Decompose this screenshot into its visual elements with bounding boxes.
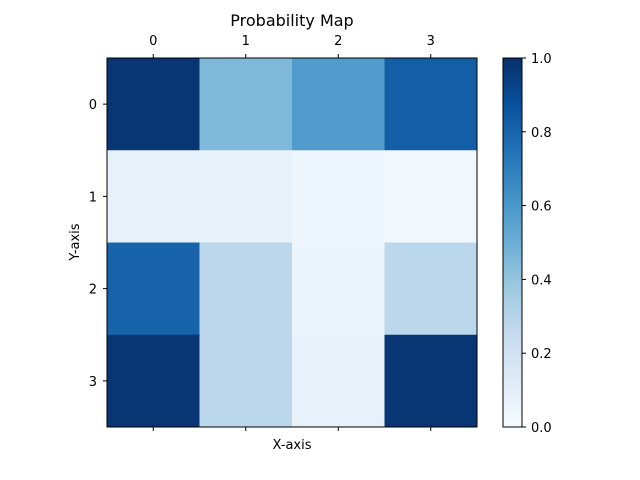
y-tick-label-3: 3 bbox=[89, 375, 97, 390]
colorbar-tick-label-3: 0.6 bbox=[531, 200, 552, 215]
x-tick-label-3: 3 bbox=[427, 34, 435, 49]
heatmap-cell-r3-c2 bbox=[292, 334, 385, 428]
colorbar-tick-label-5: 1.0 bbox=[531, 52, 552, 67]
colorbar-tick-label-1: 0.2 bbox=[531, 347, 552, 362]
chart-title: Probability Map bbox=[230, 11, 353, 30]
heatmap-cell-r0-c2 bbox=[292, 58, 385, 151]
x-tick-label-1: 1 bbox=[242, 34, 250, 49]
y-tick-label-1: 1 bbox=[89, 190, 97, 205]
colorbar-tick-label-4: 0.8 bbox=[531, 126, 552, 141]
heatmap-cell-r3-c0 bbox=[107, 334, 200, 428]
heatmap-cell-r2-c3 bbox=[384, 242, 478, 336]
heatmap-cell-r0-c0 bbox=[107, 58, 200, 151]
y-axis-label: Y-axis bbox=[68, 223, 83, 261]
y-tick-label-0: 0 bbox=[89, 98, 97, 113]
heatmap-cell-r3-c1 bbox=[199, 334, 293, 428]
x-tick-label-2: 2 bbox=[334, 34, 342, 49]
heatmap-cell-r2-c0 bbox=[107, 242, 200, 336]
heatmap-cell-r0-c3 bbox=[384, 58, 478, 151]
x-axis-label: X-axis bbox=[273, 438, 312, 453]
heatmap-cell-r2-c1 bbox=[199, 242, 293, 336]
colorbar-ticks: 0.0 0.2 0.4 0.6 0.8 1.0 bbox=[522, 52, 552, 436]
y-tick-label-2: 2 bbox=[89, 283, 97, 298]
heatmap-cell-r3-c3 bbox=[384, 334, 478, 428]
heatmap-cell-r1-c3 bbox=[384, 150, 478, 243]
heatmap-cell-r1-c1 bbox=[199, 150, 293, 243]
heatmap-cells bbox=[107, 58, 478, 428]
colorbar-tick-label-0: 0.0 bbox=[531, 421, 552, 436]
heatmap-cell-r1-c2 bbox=[292, 150, 385, 243]
colorbar bbox=[502, 57, 523, 428]
colorbar-tick-label-2: 0.4 bbox=[531, 273, 552, 288]
x-tick-label-0: 0 bbox=[149, 34, 157, 49]
plot-frame bbox=[106, 57, 478, 428]
y-axis-ticks: 0 1 2 3 bbox=[89, 98, 107, 390]
x-axis-ticks: 0 1 2 3 bbox=[149, 34, 435, 431]
heatmap-cell-r0-c1 bbox=[199, 58, 293, 151]
heatmap-cell-r1-c0 bbox=[107, 150, 200, 243]
heatmap-cell-r2-c2 bbox=[292, 242, 385, 336]
